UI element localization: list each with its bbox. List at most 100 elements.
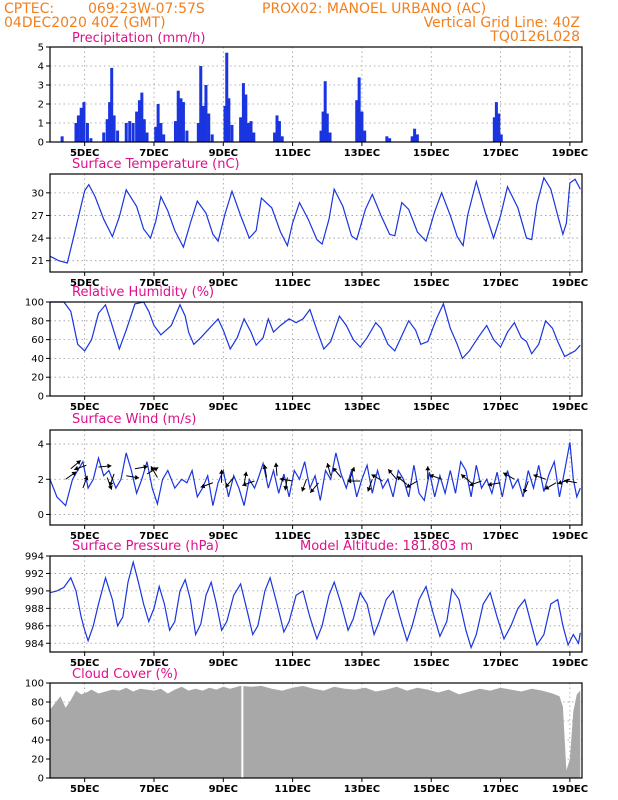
precip-bar bbox=[176, 90, 180, 142]
precip-bar bbox=[355, 100, 359, 142]
wind-arrow-head bbox=[350, 467, 356, 472]
wind-vector-arrow bbox=[396, 475, 408, 485]
cloud-area bbox=[50, 685, 581, 778]
panel-title-pressure: Surface Pressure (hPa) bbox=[72, 539, 219, 554]
wind-arrow-head bbox=[371, 474, 377, 479]
precip-bar bbox=[79, 107, 83, 142]
precip-bar bbox=[60, 136, 64, 142]
precip-bar bbox=[227, 98, 231, 142]
wind-vector-arrow bbox=[262, 464, 268, 478]
x-tick-label: 13DEC bbox=[344, 531, 380, 542]
precip-bar bbox=[275, 115, 279, 142]
wind-vector-arrow bbox=[563, 478, 577, 484]
wind-arrow-head bbox=[397, 476, 402, 481]
precip-bar bbox=[325, 113, 329, 142]
x-tick-label: 7DEC bbox=[139, 402, 168, 413]
x-tick-label: 7DEC bbox=[139, 784, 168, 795]
header-run: 04DEC2020 40Z (GMT) bbox=[4, 15, 166, 31]
wind-arrow-head bbox=[301, 486, 306, 492]
panel-wind: 0 2 4 5DEC 7DEC 9DEC 11DEC 13DEC 15DEC 17DEC 19DEC… bbox=[38, 412, 588, 542]
x-tick-label: 15DEC bbox=[413, 658, 449, 669]
precip-bar bbox=[249, 121, 253, 142]
wind-vector-arrow bbox=[332, 467, 342, 478]
x-tick-label: 11DEC bbox=[274, 148, 310, 159]
y-tick-label: 21 bbox=[31, 256, 44, 267]
wind-arrow-head bbox=[429, 473, 435, 479]
y-tick-label: 994 bbox=[25, 552, 44, 563]
precip-bar bbox=[140, 92, 144, 142]
precip-bar bbox=[241, 83, 245, 142]
wind-arrow-head bbox=[279, 476, 285, 482]
wind-vector-arrow bbox=[126, 474, 140, 480]
wind-arrow-head bbox=[243, 471, 249, 477]
wind-arrow-head bbox=[283, 485, 289, 491]
precip-bar bbox=[76, 115, 80, 142]
wind-vector-arrow bbox=[502, 472, 515, 480]
x-tick-label: 9DEC bbox=[209, 784, 238, 795]
wind-vector-arrow bbox=[273, 462, 279, 476]
precip-bar bbox=[328, 132, 332, 142]
x-tick-label: 19DEC bbox=[552, 148, 588, 159]
wind-arrow-head bbox=[310, 488, 315, 493]
x-tick-label: 5DEC bbox=[70, 784, 99, 795]
wind-arrow-head bbox=[83, 475, 89, 481]
panel-title-temp: Surface Temperature (nC) bbox=[72, 157, 240, 172]
wind-arrow-head bbox=[200, 483, 206, 489]
precip-bar bbox=[128, 121, 132, 142]
panel-frame bbox=[49, 555, 583, 653]
wind-vector-arrow bbox=[82, 475, 89, 489]
precip-bar bbox=[82, 102, 86, 142]
x-tick-label: 5DEC bbox=[70, 531, 99, 542]
panel-cloud: 0 20 40 60 80 100 5DEC 7DEC 9DEC 11DEC 13DEC 15DEC 1… bbox=[25, 667, 588, 795]
x-tick-label: 17DEC bbox=[482, 278, 518, 289]
wind-arrow-head bbox=[522, 488, 528, 494]
precip-bar bbox=[135, 111, 139, 142]
x-tick-label: 5DEC bbox=[70, 658, 99, 669]
panel-pressure: 984 986 988 990 992 994 5DEC 7DEC 9DEC 11DEC 13DEC… bbox=[25, 539, 588, 669]
precip-bar bbox=[413, 128, 417, 142]
x-tick-label: 7DEC bbox=[139, 278, 168, 289]
x-tick-label: 19DEC bbox=[552, 278, 588, 289]
precip-bar bbox=[280, 136, 284, 142]
precip-bar bbox=[246, 123, 250, 142]
header-source: CPTEC: bbox=[4, 1, 54, 17]
precip-bar bbox=[116, 130, 120, 142]
y-tick-label: 80 bbox=[31, 698, 44, 709]
precip-bar bbox=[154, 126, 158, 142]
y-tick-label: 0 bbox=[38, 510, 44, 521]
wind-vector-arrow bbox=[219, 469, 225, 483]
panel-frame bbox=[49, 173, 583, 273]
wind-arrow-head bbox=[332, 467, 338, 473]
precip-bar bbox=[201, 105, 205, 142]
panel-frame bbox=[49, 682, 583, 779]
header-code: TQ0126L028 bbox=[489, 29, 580, 45]
y-tick-label: 40 bbox=[31, 736, 44, 747]
x-tick-label: 19DEC bbox=[552, 784, 588, 795]
y-tick-label: 984 bbox=[25, 639, 44, 650]
wind-vector-arrow bbox=[429, 473, 442, 480]
wind-vector-arrow bbox=[279, 476, 293, 482]
precip-bar bbox=[244, 94, 248, 142]
wind-arrow-head bbox=[366, 486, 372, 492]
wind-vector-arrow bbox=[366, 479, 373, 492]
x-tick-label: 13DEC bbox=[344, 402, 380, 413]
wind-arrow-head bbox=[273, 462, 279, 467]
panel-frame bbox=[49, 46, 583, 143]
precip-bar bbox=[108, 102, 112, 142]
y-tick-label: 3 bbox=[38, 81, 44, 92]
x-tick-label: 9DEC bbox=[209, 531, 238, 542]
precip-bar bbox=[277, 121, 281, 142]
x-tick-label: 11DEC bbox=[274, 658, 310, 669]
y-tick-label: 60 bbox=[31, 335, 44, 346]
wind-arrow-head bbox=[242, 481, 247, 487]
wind-vector-arrow bbox=[150, 465, 158, 478]
precip-bar bbox=[204, 85, 208, 142]
precip-bar bbox=[360, 111, 364, 142]
precip-bar bbox=[145, 132, 149, 142]
x-tick-label: 9DEC bbox=[209, 658, 238, 669]
precip-bar bbox=[210, 134, 214, 142]
wind-arrow-head bbox=[503, 472, 508, 477]
wind-arrow-head bbox=[74, 465, 79, 471]
precip-bar bbox=[492, 117, 496, 142]
x-tick-label: 7DEC bbox=[139, 531, 168, 542]
